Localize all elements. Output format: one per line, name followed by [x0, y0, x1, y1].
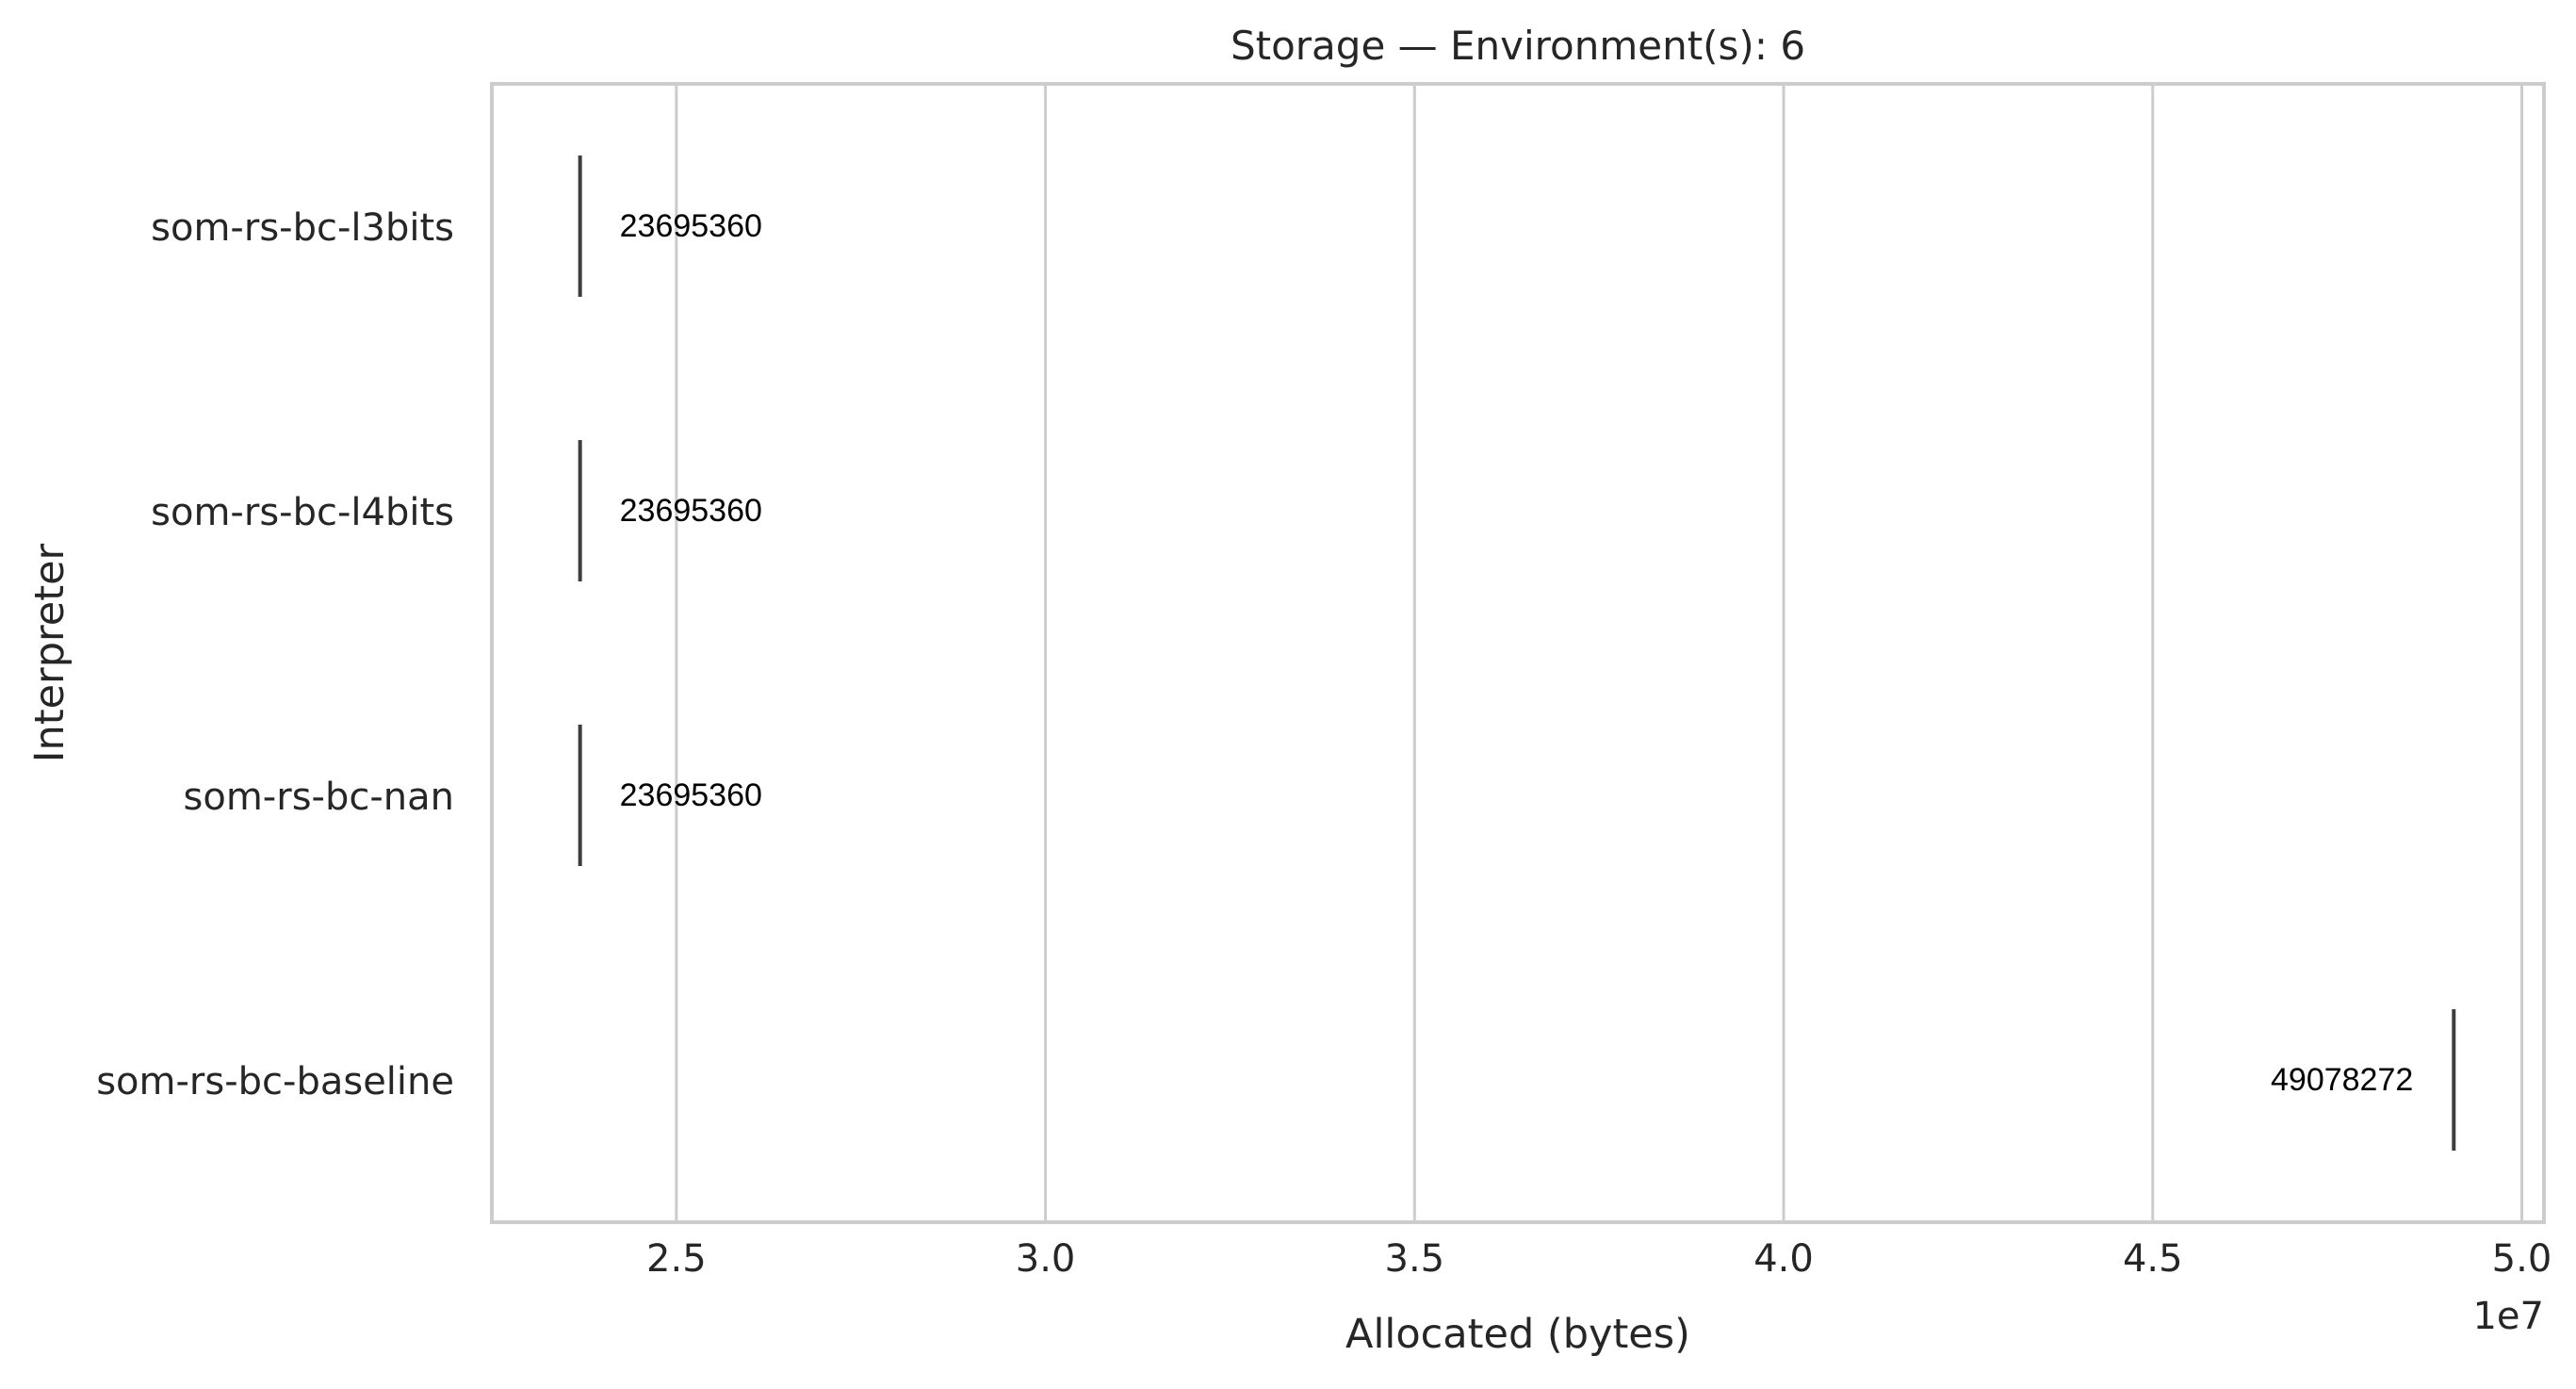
marks: 23695360 23695360 23695360 49078272	[578, 155, 2456, 1151]
value-label: 23695360	[620, 208, 762, 244]
y-tick-label: som-rs-bc-baseline	[96, 1060, 454, 1103]
grid	[675, 84, 2523, 1222]
chart-title: Storage — Environment(s): 6	[1231, 23, 1805, 69]
x-axis-offset-label: 1e7	[2472, 1295, 2544, 1338]
value-label: 23695360	[620, 777, 762, 813]
x-axis-label: Allocated (bytes)	[1345, 1311, 1690, 1358]
x-tick-labels: 2.5 3.0 3.5 4.0 4.5 5.0	[646, 1237, 2552, 1281]
y-tick-label: som-rs-bc-l4bits	[151, 491, 454, 534]
x-tick-label: 5.0	[2492, 1237, 2552, 1281]
x-tick-label: 4.5	[2123, 1237, 2183, 1281]
value-label: 23695360	[620, 493, 762, 529]
y-tick-label: som-rs-bc-nan	[184, 776, 454, 819]
plot-frame	[490, 82, 2546, 1224]
y-tick-labels: som-rs-bc-l3bits som-rs-bc-l4bits som-rs-b…	[96, 206, 454, 1103]
x-tick-label: 3.5	[1385, 1237, 1445, 1281]
y-axis-label: Interpreter	[26, 543, 73, 762]
x-tick-label: 3.0	[1016, 1237, 1076, 1281]
y-tick-label: som-rs-bc-l3bits	[151, 206, 454, 250]
value-label: 49078272	[2271, 1062, 2413, 1098]
x-tick-label: 4.0	[1753, 1237, 1814, 1281]
x-tick-label: 2.5	[646, 1237, 707, 1281]
